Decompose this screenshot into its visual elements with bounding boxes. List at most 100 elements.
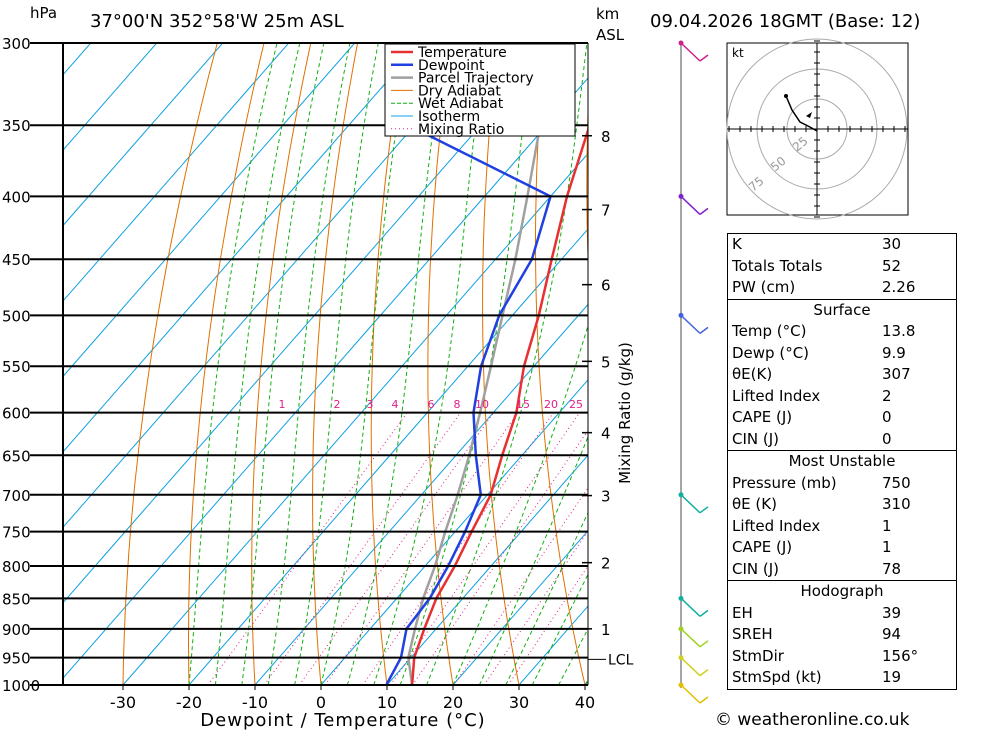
datetime-title: 09.04.2026 18GMT (Base: 12): [650, 11, 921, 32]
dry-adiabat-line: [370, 43, 405, 685]
row-label: Temp (°C): [732, 322, 807, 340]
most-unstable-title: Most Unstable: [728, 450, 956, 473]
km-tick-label: 8: [601, 128, 611, 146]
wind-barb: [680, 494, 701, 514]
dry-adiabat-line: [966, 43, 1000, 685]
mixing-ratio-label: 10: [475, 398, 489, 411]
pressure-tick-label: 650: [2, 447, 31, 465]
pressure-tick-label: 900: [2, 621, 31, 639]
row-value: 52: [882, 256, 902, 275]
wind-barb: [699, 207, 709, 216]
pressure-tick-label: 400: [2, 188, 31, 206]
wet-adiabat-line: [505, 511, 588, 685]
row-label: Lifted Index: [732, 516, 821, 535]
pressure-tick-label: 850: [2, 590, 31, 608]
row-label: SREH: [732, 625, 773, 643]
table-row: θE (K) 310: [728, 494, 956, 516]
mixing-ratio-line: [263, 412, 462, 685]
pressure-tick-label: 700: [2, 487, 31, 505]
pressure-tick-label: 350: [2, 117, 31, 135]
row-label: Lifted Index: [732, 386, 821, 405]
mixing-ratio-line: [207, 412, 408, 685]
mixing-ratio-line: [507, 564, 588, 685]
indices-table: K 30 Totals Totals 52 PW (cm) 2.26 Surface Te…: [727, 233, 957, 690]
row-value: 39: [882, 603, 902, 622]
wind-barb: [699, 640, 709, 648]
table-row: StmDir 156°: [728, 646, 956, 668]
km-tick-label: 7: [601, 202, 611, 220]
mixing-ratio-axis-title: Mixing Ratio (g/kg): [616, 342, 634, 484]
table-row: Pressure (mb) 750: [728, 473, 956, 495]
table-row: Temp (°C) 13.8: [728, 321, 956, 343]
wind-barb: [699, 326, 709, 334]
dry-adiabat-line: [637, 43, 718, 685]
hodograph-trace: [785, 95, 818, 132]
row-value: 2.26: [882, 278, 916, 296]
row-value: 94: [882, 625, 902, 643]
wind-barb: [699, 506, 709, 514]
row-value: 156°: [882, 646, 919, 665]
hodograph-point: [784, 94, 788, 98]
pressure-tick-label: 450: [2, 251, 31, 269]
temperature-profile: [410, 126, 588, 685]
wet-adiabat-line: [426, 43, 588, 685]
km-tick-label: 5: [601, 353, 611, 371]
wind-barb: [680, 628, 701, 648]
mixing-ratio-line: [483, 530, 588, 685]
x-axis-title: Dewpoint / Temperature (°C): [200, 710, 485, 731]
mixing-ratio-label: 8: [454, 398, 461, 411]
hodograph-unit: kt: [732, 46, 744, 60]
mixing-ratio-line: [453, 487, 588, 685]
row-label: CAPE (J): [732, 538, 793, 556]
mixing-ratio-label: 2: [334, 398, 341, 411]
wind-barb: [680, 657, 701, 677]
asl-unit-label: ASL: [596, 26, 625, 44]
row-label: Totals Totals: [732, 256, 823, 275]
isotherm-line: [386, 454, 588, 685]
isotherm-line: [320, 379, 588, 685]
row-value: 2: [882, 386, 892, 405]
row-label: θE (K): [732, 495, 777, 513]
pressure-tick-label: 300: [2, 35, 31, 53]
x-tick-label: -20: [176, 693, 202, 712]
isotherm-line: [452, 529, 588, 685]
table-row: K 30: [728, 234, 956, 256]
table-row: SREH 94: [728, 624, 956, 646]
x-tick-label: 30: [509, 693, 529, 712]
pressure-tick-label: 500: [2, 307, 31, 325]
location-title: 37°00'N 352°58'W 25m ASL: [90, 11, 344, 32]
wet-adiabat-line: [399, 43, 534, 685]
row-value: 1: [882, 516, 892, 535]
table-row: Dewp (°C) 9.9: [728, 343, 956, 365]
row-value: 0: [882, 408, 892, 426]
table-row: Lifted Index 2: [728, 386, 956, 408]
row-value: 9.9: [882, 343, 906, 362]
km-tick-label: 2: [601, 555, 611, 573]
row-label: EH: [732, 603, 753, 622]
wind-barb: [699, 609, 709, 617]
storm-motion-marker: [806, 112, 812, 118]
pressure-tick-label: 800: [2, 558, 31, 576]
mixing-ratio-label: 3: [367, 398, 374, 411]
mixing-ratio-label: 4: [392, 398, 399, 411]
row-label: Dewp (°C): [732, 343, 810, 362]
mixing-ratio-label: 6: [428, 398, 435, 411]
mixing-ratio-label: 20: [544, 398, 558, 411]
hodograph-title: Hodograph: [728, 580, 956, 603]
x-tick-label: -30: [110, 693, 136, 712]
surface-title: Surface: [728, 298, 956, 322]
dry-adiabat-line: [188, 43, 265, 685]
wind-barb: [699, 669, 709, 677]
mixing-ratio-line: [389, 412, 581, 685]
isotherm-line: [63, 43, 224, 227]
wind-barb: [680, 597, 701, 617]
wind-barb: [699, 54, 709, 62]
isotherm-line: [63, 43, 290, 302]
km-tick-label: 6: [601, 277, 611, 295]
hodograph-rows: EH 39 SREH 94 StmDir 156° StmSpd (kt) 19: [728, 603, 956, 689]
wet-adiabat-line: [241, 43, 325, 685]
hpa-unit-label: hPa: [30, 4, 58, 22]
legend-label: Isotherm: [418, 109, 480, 125]
